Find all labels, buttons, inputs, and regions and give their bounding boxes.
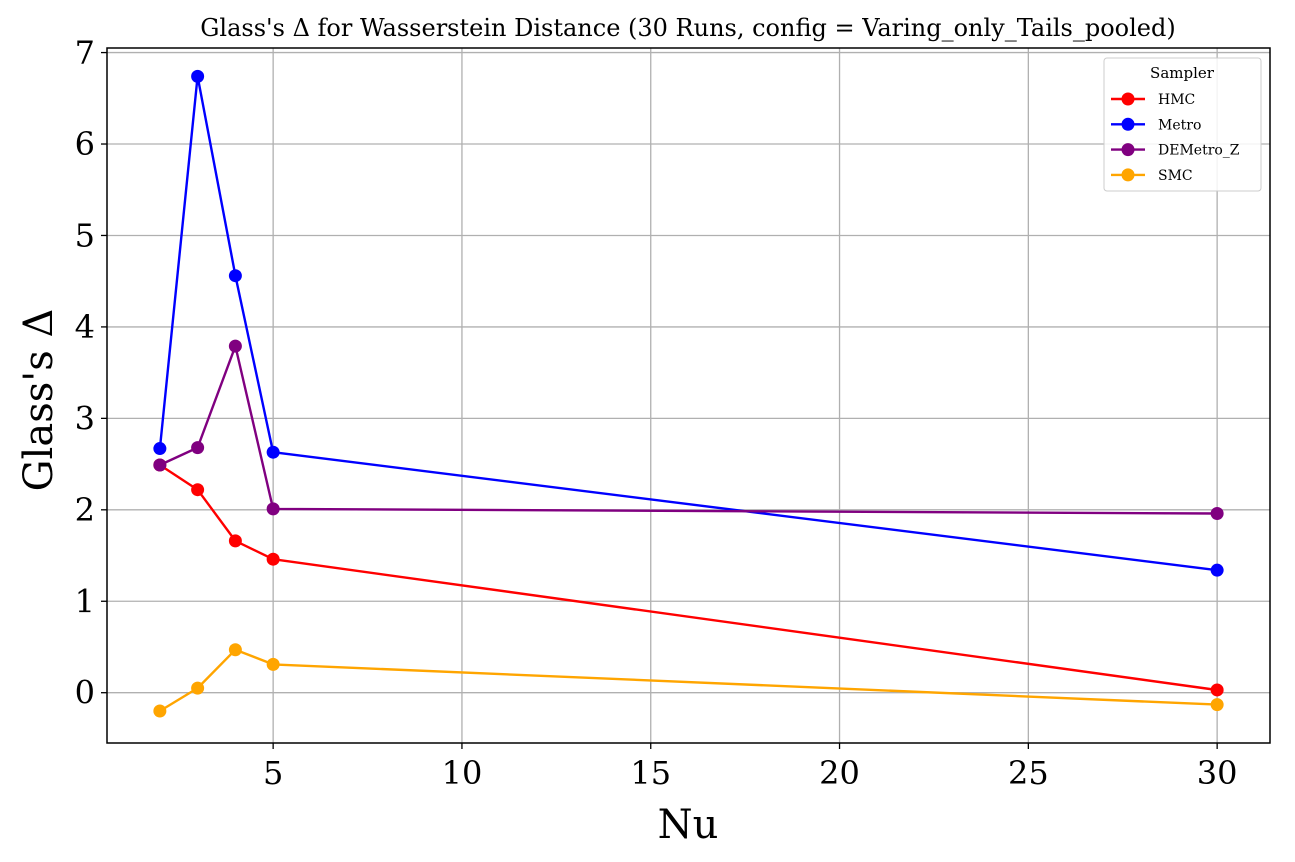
- data-point: [153, 442, 167, 456]
- series-line: [159, 648, 1218, 713]
- y-tick-label: 7: [75, 34, 95, 72]
- series-hmc: [153, 458, 1224, 697]
- data-point: [228, 643, 242, 657]
- data-point: [191, 483, 205, 497]
- legend-label: SMC: [1158, 168, 1193, 184]
- series-demetro-z: [153, 339, 1224, 520]
- y-tick-label: 6: [75, 125, 95, 163]
- x-tick-label: 15: [630, 754, 671, 792]
- x-tick-label: 30: [1197, 754, 1238, 792]
- legend-swatch-marker: [1121, 143, 1135, 157]
- y-tick-label: 2: [75, 491, 95, 529]
- grid: [107, 48, 1270, 743]
- legend-swatch-marker: [1121, 117, 1135, 131]
- data-point: [191, 681, 205, 695]
- data-point: [266, 657, 280, 671]
- y-tick-label: 0: [75, 674, 95, 712]
- legend-swatch-marker: [1121, 168, 1135, 182]
- data-point: [228, 339, 242, 353]
- x-tick-label: 5: [263, 754, 283, 792]
- legend-item: DEMetro_Z: [1111, 143, 1240, 159]
- x-tick-label: 25: [1008, 754, 1049, 792]
- y-tick-label: 1: [75, 582, 95, 620]
- plot-frame: [106, 47, 1271, 744]
- x-axis-label: Nu: [658, 802, 719, 848]
- data-point: [228, 269, 242, 283]
- series-layer: [153, 69, 1224, 718]
- x-axis-ticks: 5 10 15 20 25 30: [263, 743, 1238, 792]
- legend-frame: [1103, 57, 1262, 192]
- data-point: [153, 704, 167, 718]
- x-tick-label: 10: [442, 754, 483, 792]
- legend-item: SMC: [1111, 168, 1193, 184]
- series-line: [159, 344, 1218, 515]
- y-axis-ticks: 0 1 2 3 4 5 6 7: [75, 34, 107, 712]
- legend-title: Sampler: [1150, 64, 1215, 82]
- y-tick-label: 4: [75, 308, 95, 346]
- data-point: [153, 458, 167, 472]
- legend-item: Metro: [1111, 117, 1201, 133]
- series-smc: [153, 643, 1224, 718]
- legend-swatch-marker: [1121, 92, 1135, 106]
- chart-title: Glass's Δ for Wasserstein Distance (30 R…: [200, 14, 1175, 42]
- data-point: [191, 69, 205, 83]
- series-metro: [153, 69, 1224, 577]
- data-point: [266, 445, 280, 459]
- series-line: [159, 463, 1218, 692]
- y-tick-label: 5: [75, 216, 95, 254]
- legend-label: DEMetro_Z: [1158, 143, 1240, 159]
- legend-label: Metro: [1158, 117, 1201, 133]
- legend-item: HMC: [1111, 92, 1195, 108]
- y-axis-label: Glass's Δ: [16, 309, 62, 492]
- data-point: [228, 534, 242, 548]
- legend-label: HMC: [1158, 92, 1195, 108]
- x-tick-label: 20: [819, 754, 860, 792]
- data-point: [266, 502, 280, 516]
- data-point: [191, 441, 205, 455]
- data-point: [1210, 506, 1224, 520]
- series-line: [158, 75, 1218, 572]
- data-point: [266, 552, 280, 566]
- legend: Sampler HMC Metro DEMetro_Z SMC: [1103, 57, 1262, 192]
- data-point: [1210, 563, 1224, 577]
- data-point: [1210, 683, 1224, 697]
- y-tick-label: 3: [75, 399, 95, 437]
- data-point: [1210, 698, 1224, 712]
